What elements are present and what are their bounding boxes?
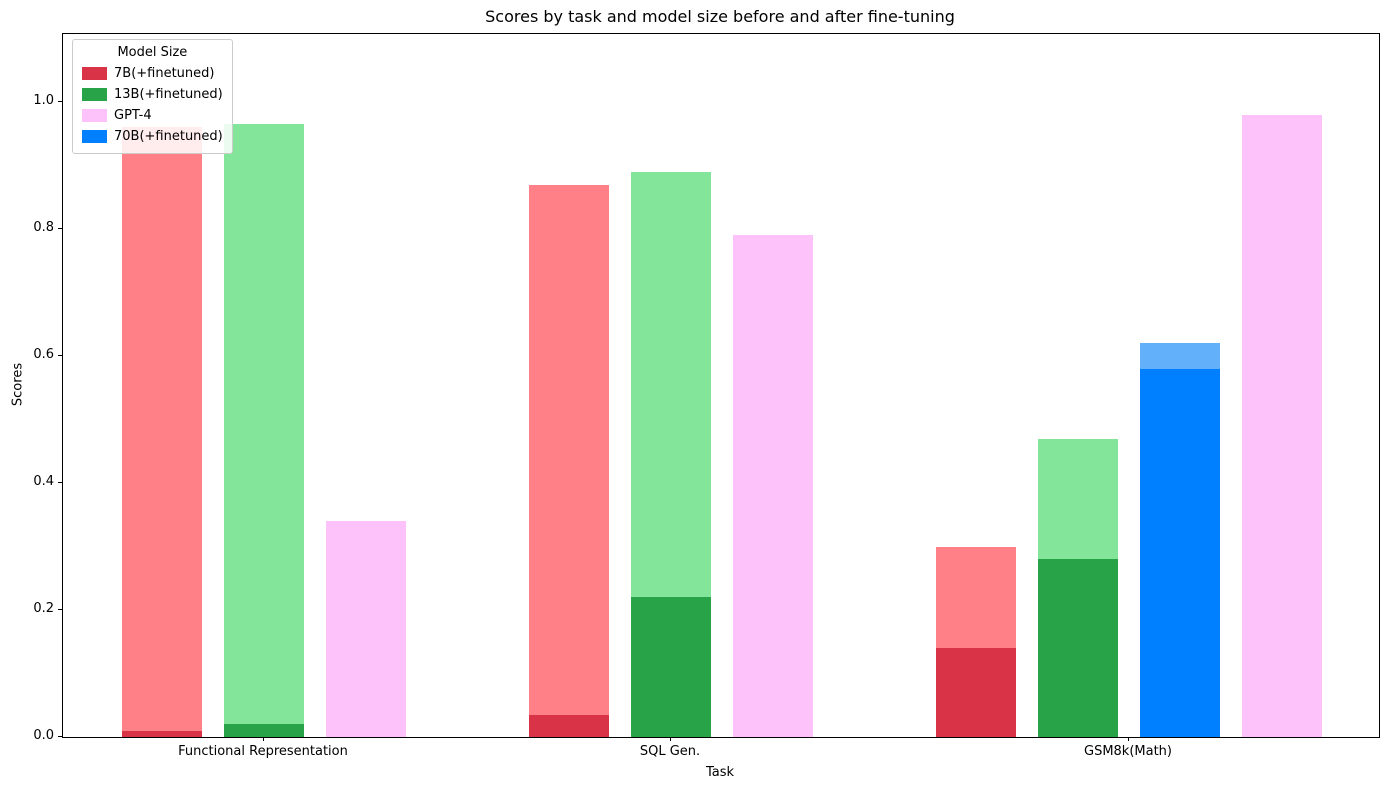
y-tick-mark (58, 736, 62, 737)
bar-13b-functional-representation (224, 124, 304, 737)
legend-swatch-gpt-4 (82, 109, 107, 122)
y-tick-mark (58, 482, 62, 483)
bar-segment-finetuned (529, 184, 609, 737)
bar-gpt-4-gsm8k-math (1242, 114, 1322, 737)
bar-segment-base (529, 714, 609, 737)
bar-gpt-4-functional-representation (326, 521, 406, 737)
x-tick-label-sql-gen: SQL Gen. (639, 744, 701, 759)
bar-segment-finetuned (733, 235, 813, 737)
y-tick-mark (58, 101, 62, 102)
legend-label: 70B(+finetuned) (114, 129, 223, 144)
y-tick-label: 1.0 (33, 93, 54, 108)
bar-13b-sql-gen (631, 171, 711, 737)
legend: Model Size 7B(+finetuned) 13B(+finetuned)… (72, 39, 233, 154)
x-axis-label: Task (705, 765, 735, 780)
bar-7b-sql-gen (529, 184, 609, 737)
y-tick-mark (58, 228, 62, 229)
y-tick-mark (58, 355, 62, 356)
chart-title: Scores by task and model size before and… (485, 7, 955, 26)
bar-segment-base (122, 730, 202, 737)
bar-segment-finetuned (224, 124, 304, 737)
y-tick-label: 0.6 (33, 347, 54, 362)
legend-entry-7b: 7B(+finetuned) (82, 63, 223, 84)
bar-7b-functional-representation (122, 127, 202, 737)
bar-gpt-4-sql-gen (733, 235, 813, 737)
x-tick-mark (670, 737, 671, 741)
legend-label: 7B(+finetuned) (114, 66, 215, 81)
legend-entry-gpt-4: GPT-4 (82, 105, 223, 126)
bar-7b-gsm8k-math (936, 546, 1016, 737)
legend-label: GPT-4 (114, 108, 152, 123)
bar-70b-gsm8k-math (1140, 343, 1220, 737)
x-tick-mark (263, 737, 264, 741)
legend-swatch-13b (82, 88, 107, 101)
x-tick-label-gsm8k-math: GSM8k(Math) (1083, 744, 1173, 759)
bar-segment-finetuned (326, 521, 406, 737)
x-tick-label-functional-representation: Functional Representation (178, 744, 348, 759)
legend-entry-13b: 13B(+finetuned) (82, 84, 223, 105)
legend-label: 13B(+finetuned) (114, 87, 223, 102)
y-tick-label: 0.8 (33, 220, 54, 235)
bar-segment-base (936, 648, 1016, 737)
y-tick-label: 0.2 (33, 601, 54, 616)
bar-segment-base (631, 597, 711, 737)
plot-area: Model Size 7B(+finetuned) 13B(+finetuned)… (62, 33, 1380, 738)
bar-segment-base (1038, 559, 1118, 737)
bar-segment-finetuned (122, 127, 202, 737)
legend-swatch-70b (82, 130, 107, 143)
legend-entries: 7B(+finetuned) 13B(+finetuned) GPT-4 70B(+f… (82, 63, 223, 147)
bar-13b-gsm8k-math (1038, 438, 1118, 737)
y-tick-label: 0.0 (33, 728, 54, 743)
bar-segment-base (1140, 368, 1220, 737)
legend-title: Model Size (117, 45, 188, 60)
y-axis-label: Scores (10, 362, 26, 407)
legend-entry-70b: 70B(+finetuned) (82, 126, 223, 147)
x-tick-mark (1128, 737, 1129, 741)
legend-swatch-7b (82, 67, 107, 80)
bar-segment-base (224, 724, 304, 737)
bar-segment-finetuned (1242, 114, 1322, 737)
y-tick-label: 0.4 (33, 474, 54, 489)
y-tick-mark (58, 609, 62, 610)
